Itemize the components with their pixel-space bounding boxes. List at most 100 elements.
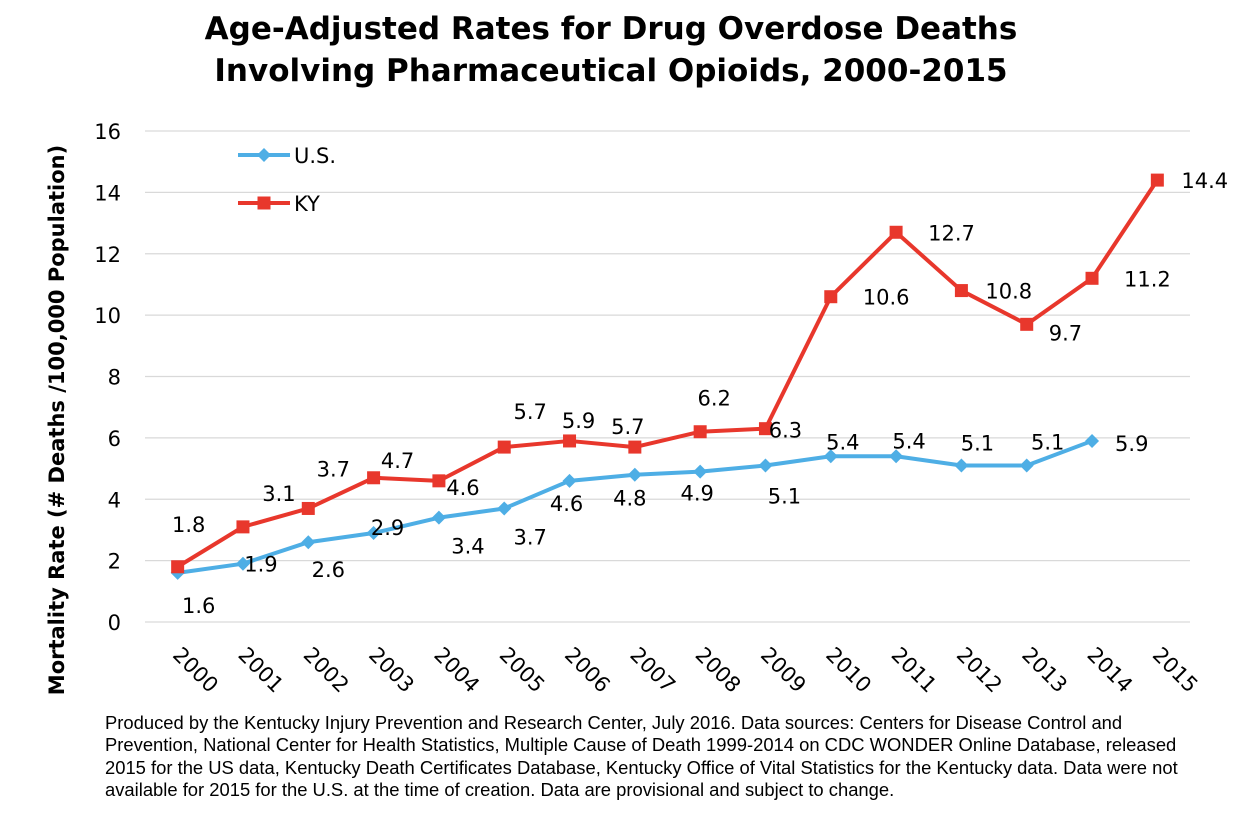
ky-data-label: 3.7 bbox=[317, 457, 350, 481]
us-point-marker bbox=[301, 535, 316, 550]
chart-title: Age-Adjusted Rates for Drug Overdose Dea… bbox=[0, 8, 1222, 92]
series-markers bbox=[170, 173, 1164, 580]
x-tick-label: 2001 bbox=[233, 643, 288, 698]
us-point-marker bbox=[1019, 458, 1034, 473]
data-labels: 1.61.9 2.62.93.4 3.74.6 4.8 4.9 5.15.4 5.4 5.1 5… bbox=[172, 169, 1228, 618]
x-tick-label: 2008 bbox=[691, 643, 746, 698]
legend: U.S. KY bbox=[238, 144, 336, 216]
x-tick-label: 2009 bbox=[756, 643, 811, 698]
us-data-label: 4.8 bbox=[613, 487, 646, 511]
x-axis-ticks: 2000 2001 2002 2003 2004 2005 2006 2007 2008 2009… bbox=[168, 643, 1202, 698]
legend-marker-ky bbox=[257, 196, 271, 210]
y-tick-label: 14 bbox=[94, 181, 121, 205]
chart-title-line-2: Involving Pharmaceutical Opioids, 2000-2… bbox=[214, 53, 1008, 89]
us-data-label: 3.4 bbox=[451, 535, 484, 559]
x-tick-label: 2010 bbox=[821, 643, 876, 698]
ky-data-label: 6.3 bbox=[769, 419, 802, 443]
us-point-marker bbox=[1085, 433, 1100, 448]
ky-data-label: 4.6 bbox=[446, 476, 479, 500]
us-point-marker bbox=[562, 473, 577, 488]
ky-point-marker bbox=[432, 474, 446, 488]
us-data-label: 5.1 bbox=[768, 484, 801, 508]
ky-data-label: 10.8 bbox=[985, 280, 1032, 304]
ky-point-marker bbox=[693, 425, 707, 439]
x-tick-label: 2005 bbox=[495, 643, 550, 698]
ky-data-label: 14.4 bbox=[1181, 169, 1228, 193]
x-tick-label: 2003 bbox=[364, 643, 419, 698]
us-data-label: 2.9 bbox=[371, 516, 404, 540]
ky-point-marker bbox=[628, 440, 642, 454]
ky-point-marker bbox=[497, 440, 511, 454]
legend-label-ky: KY bbox=[294, 192, 320, 216]
ky-data-label: 1.8 bbox=[172, 513, 205, 537]
legend-label-us: U.S. bbox=[294, 144, 336, 168]
ky-data-label: 5.9 bbox=[562, 409, 595, 433]
us-data-label: 4.9 bbox=[680, 482, 713, 506]
ky-point-marker bbox=[1150, 173, 1164, 187]
us-point-marker bbox=[235, 556, 250, 571]
x-tick-label: 2007 bbox=[625, 643, 680, 698]
us-data-label: 5.4 bbox=[892, 429, 925, 453]
x-tick-label: 2002 bbox=[299, 643, 354, 698]
y-axis-ticks: 0 2 4 6 8 10 12 14 16 bbox=[94, 120, 121, 635]
us-data-label: 3.7 bbox=[514, 525, 547, 549]
y-tick-label: 0 bbox=[108, 611, 121, 635]
grid-lines bbox=[145, 130, 1190, 623]
ky-point-marker bbox=[563, 434, 577, 448]
us-point-marker bbox=[758, 458, 773, 473]
y-tick-label: 6 bbox=[108, 427, 121, 451]
y-axis-label: Mortality Rate (# Deaths /100,000 Popula… bbox=[45, 145, 69, 695]
ky-data-label: 5.7 bbox=[514, 400, 547, 424]
ky-point-marker bbox=[236, 520, 250, 534]
us-data-label: 1.6 bbox=[182, 594, 215, 618]
us-point-marker bbox=[497, 501, 512, 516]
us-point-marker bbox=[366, 526, 381, 541]
y-tick-label: 2 bbox=[108, 550, 121, 574]
y-tick-label: 8 bbox=[108, 366, 121, 390]
ky-data-label: 9.7 bbox=[1049, 321, 1082, 345]
ky-point-marker bbox=[301, 501, 315, 515]
ky-data-label: 10.6 bbox=[863, 286, 910, 310]
ky-point-marker bbox=[1085, 271, 1099, 285]
y-tick-label: 12 bbox=[94, 243, 121, 267]
ky-data-label: 11.2 bbox=[1124, 267, 1171, 291]
x-tick-label: 2011 bbox=[887, 643, 942, 698]
y-tick-label: 16 bbox=[94, 120, 121, 144]
ky-data-label: 6.2 bbox=[697, 387, 730, 411]
x-tick-label: 2013 bbox=[1017, 643, 1072, 698]
us-data-label: 5.9 bbox=[1115, 432, 1148, 456]
x-tick-label: 2012 bbox=[952, 643, 1007, 698]
x-tick-label: 2004 bbox=[429, 643, 484, 698]
ky-point-marker bbox=[1020, 317, 1034, 331]
ky-point-marker bbox=[824, 290, 838, 304]
us-data-label: 5.4 bbox=[826, 430, 859, 454]
series-line-ky bbox=[176, 178, 1160, 569]
us-point-marker bbox=[823, 449, 838, 464]
ky-data-label: 3.1 bbox=[262, 482, 295, 506]
ky-point-marker bbox=[758, 422, 772, 436]
us-data-label: 2.6 bbox=[312, 558, 345, 582]
legend-marker-us bbox=[257, 148, 271, 162]
us-point-marker bbox=[627, 467, 642, 482]
us-point-marker bbox=[954, 458, 969, 473]
us-point-marker bbox=[693, 464, 708, 479]
ky-point-marker bbox=[954, 284, 968, 298]
chart-title-line-1: Age-Adjusted Rates for Drug Overdose Dea… bbox=[204, 11, 1018, 47]
ky-point-marker bbox=[889, 225, 903, 239]
us-data-label: 5.1 bbox=[1031, 430, 1064, 454]
x-tick-label: 2014 bbox=[1082, 643, 1137, 698]
x-tick-label: 2000 bbox=[168, 643, 223, 698]
ky-data-label: 12.7 bbox=[928, 221, 975, 245]
footnote: Produced by the Kentucky Injury Preventi… bbox=[105, 712, 1178, 801]
ky-point-marker bbox=[171, 560, 185, 574]
us-point-marker bbox=[889, 449, 904, 464]
us-data-label: 4.6 bbox=[550, 492, 583, 516]
x-tick-label: 2015 bbox=[1148, 643, 1203, 698]
y-tick-label: 4 bbox=[108, 488, 121, 512]
y-tick-label: 10 bbox=[94, 304, 121, 328]
ky-point-marker bbox=[367, 471, 381, 485]
us-point-marker bbox=[431, 510, 446, 525]
us-data-label: 5.1 bbox=[961, 431, 994, 455]
us-data-label: 1.9 bbox=[244, 553, 277, 577]
